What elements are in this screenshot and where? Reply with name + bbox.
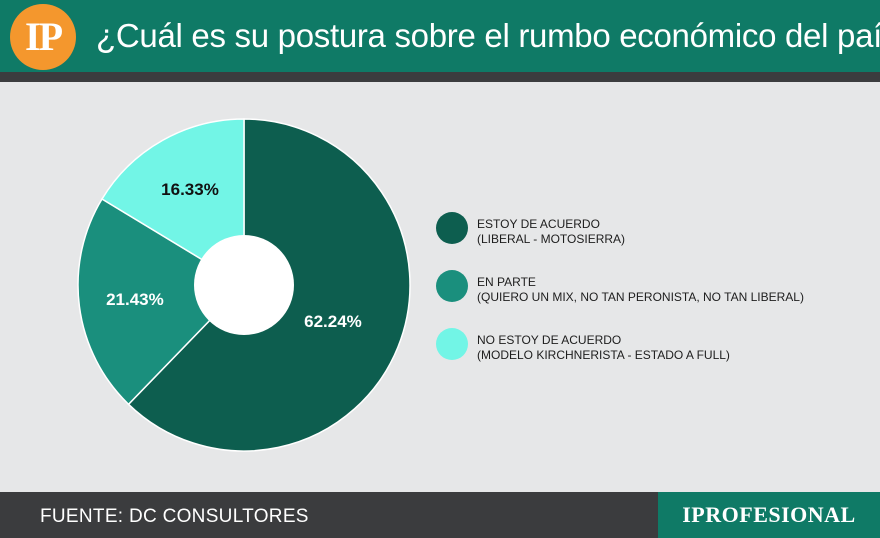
legend-swatch (436, 270, 468, 302)
legend-sublabel: (MODELO KIRCHNERISTA - ESTADO A FULL) (477, 348, 730, 362)
legend-swatch (436, 212, 468, 244)
brand-wordmark: IPROFESIONAL (682, 502, 856, 527)
legend-label: ESTOY DE ACUERDO (477, 217, 600, 231)
source-text: FUENTE: DC CONSULTORES (40, 506, 309, 527)
legend-item-acuerdo: ESTOY DE ACUERDO (LIBERAL - MOTOSIERRA) (436, 212, 856, 270)
pie-slice (100, 118, 245, 287)
legend-item-desacuerdo: NO ESTOY DE ACUERDO (MODELO KIRCHNERISTA… (436, 328, 856, 386)
logo: IP (10, 4, 76, 70)
footer: FUENTE: DC CONSULTORES IPROFESIONAL (0, 492, 880, 538)
brand-box: IPROFESIONAL (658, 492, 880, 538)
legend-label: NO ESTOY DE ACUERDO (477, 333, 622, 347)
donut-chart: 62.24% 21.43% 16.33% (77, 118, 411, 452)
legend-sublabel: (LIBERAL - MOTOSIERRA) (477, 232, 626, 246)
header: IP ¿Cuál es su postura sobre el rumbo ec… (0, 0, 880, 82)
legend-text: ESTOY DE ACUERDO (LIBERAL - MOTOSIERRA) (477, 217, 625, 247)
legend-sublabel: (QUIERO UN MIX, NO TAN PERONISTA, NO TAN… (477, 290, 804, 304)
slice-value-label: 62.24% (304, 312, 362, 331)
donut-hole (194, 235, 294, 335)
chart-area: 62.24% 21.43% 16.33% ESTOY DE ACUERDO (LIB… (0, 82, 880, 492)
legend-label: EN PARTE (477, 275, 536, 289)
legend-text: NO ESTOY DE ACUERDO (MODELO KIRCHNERISTA… (477, 333, 730, 363)
legend-text: EN PARTE (QUIERO UN MIX, NO TAN PERONIST… (477, 275, 804, 305)
legend: ESTOY DE ACUERDO (LIBERAL - MOTOSIERRA) … (436, 212, 856, 386)
slice-value-label: 16.33% (161, 180, 219, 199)
pie-slice (77, 197, 246, 406)
title-bar: IP ¿Cuál es su postura sobre el rumbo ec… (0, 0, 880, 72)
chart-title: ¿Cuál es su postura sobre el rumbo econó… (96, 17, 880, 54)
legend-item-en-parte: EN PARTE (QUIERO UN MIX, NO TAN PERONIST… (436, 270, 856, 328)
slice-value-label: 21.43% (106, 290, 164, 309)
legend-swatch (436, 328, 468, 360)
